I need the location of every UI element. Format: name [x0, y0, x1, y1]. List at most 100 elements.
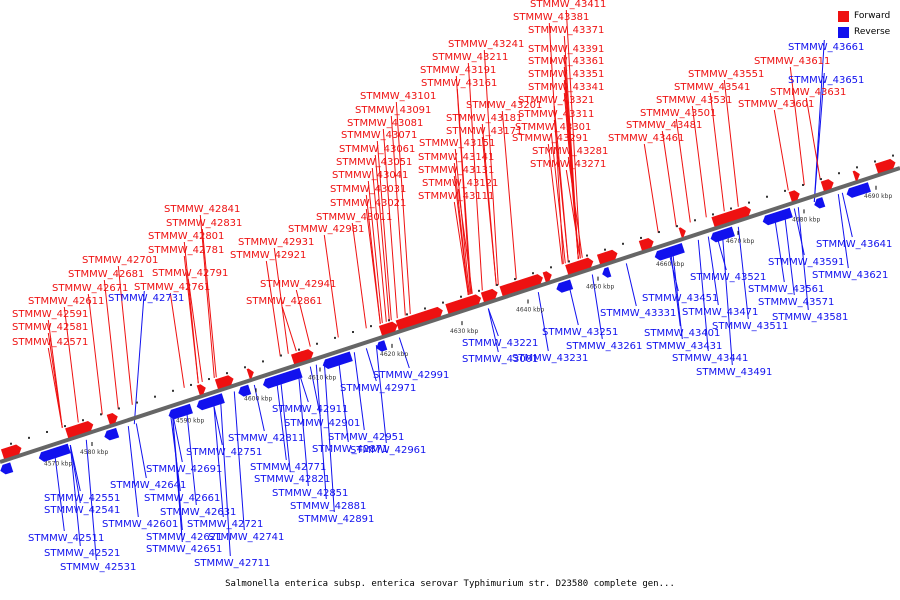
reverse-gene-label: STMMW_42601	[102, 519, 178, 530]
forward-label-line	[481, 123, 497, 286]
reverse-gene-label: STMMW_42621	[146, 532, 222, 543]
forward-gene-label: STMMW_42841	[164, 204, 240, 215]
forward-gene-label: STMMW_43351	[528, 69, 604, 80]
forward-feature	[445, 294, 482, 314]
tick-dot	[514, 278, 516, 281]
forward-gene-label: STMMW_43321	[518, 95, 594, 106]
reverse-gene-label: STMMW_43521	[690, 272, 766, 283]
reverse-label-line	[69, 444, 81, 492]
forward-feature	[638, 237, 654, 251]
forward-gene-label: STMMW_43021	[330, 198, 406, 209]
forward-label-line	[805, 97, 821, 181]
reverse-gene-label: STMMW_42911	[272, 404, 348, 415]
tick-label: 4640 kbp	[516, 307, 544, 314]
reverse-label-line	[841, 192, 853, 238]
forward-label-line	[281, 306, 297, 352]
forward-gene-label: STMMW_43121	[422, 178, 498, 189]
forward-gene-label: STMMW_43391	[528, 44, 604, 55]
reverse-label-line	[797, 207, 809, 311]
forward-label-line	[382, 128, 398, 319]
forward-label-line	[643, 143, 659, 234]
forward-gene-label: STMMW_42801	[148, 231, 224, 242]
reverse-gene-label: STMMW_42691	[146, 464, 222, 475]
tick-label: 4660 kbp	[656, 261, 684, 268]
forward-label-line	[187, 278, 203, 382]
reverse-gene-label: STMMW_42751	[186, 447, 262, 458]
reverse-gene-label: STMMW_42631	[160, 507, 236, 518]
legend-label-forward: Forward	[854, 11, 891, 21]
tick-label: 4650 kbp	[586, 284, 614, 291]
reverse-gene-label: STMMW_42551	[44, 493, 120, 504]
reverse-label-line	[135, 423, 147, 479]
forward-gene-label: STMMW_43541	[674, 82, 750, 93]
forward-gene-label: STMMW_43611	[754, 56, 830, 67]
forward-gene-label: STMMW_43051	[336, 157, 412, 168]
forward-gene-label: STMMW_42861	[246, 296, 322, 307]
tick-label: 4610 kbp	[308, 374, 336, 381]
reverse-gene-label: STMMW_43581	[772, 312, 848, 323]
forward-feature	[874, 158, 896, 174]
forward-gene-label: STMMW_43531	[656, 95, 732, 106]
forward-label-line	[565, 9, 581, 259]
tick-dot	[442, 301, 444, 304]
reverse-label-line	[69, 444, 81, 547]
reverse-label-line	[315, 364, 327, 500]
reverse-label-line	[337, 357, 349, 443]
reverse-label-line	[233, 391, 245, 531]
tick-label: 4680 kbp	[792, 216, 820, 223]
tick-dot	[280, 354, 282, 357]
reverse-gene-label: STMMW_42721	[187, 519, 263, 530]
forward-gene-label: STMMW_43171	[446, 126, 522, 137]
forward-label-line	[691, 105, 707, 218]
forward-label-line	[565, 169, 581, 259]
forward-label-line	[295, 289, 311, 347]
reverse-label-line	[671, 248, 683, 340]
reverse-gene-label: STMMW_43641	[816, 239, 892, 250]
forward-gene-label: STMMW_43131	[418, 165, 494, 176]
forward-gene-label: STMMW_43361	[528, 56, 604, 67]
forward-gene-label: STMMW_43551	[688, 69, 764, 80]
forward-gene-label: STMMW_43341	[528, 82, 604, 93]
reverse-gene-label: STMMW_42891	[298, 514, 374, 525]
reverse-gene-label: STMMW_42741	[208, 532, 284, 543]
tick-dot	[784, 189, 786, 192]
reverse-gene-label: STMMW_42541	[44, 505, 120, 516]
forward-feature	[711, 206, 752, 227]
forward-label-line	[374, 154, 390, 321]
reverse-gene-label: STMMW_42771	[250, 462, 326, 473]
reverse-label-line	[53, 450, 65, 532]
reverse-gene-label: STMMW_42511	[28, 533, 104, 544]
forward-label-line	[789, 66, 805, 186]
forward-feature	[499, 274, 543, 297]
tick-dot	[190, 383, 192, 386]
forward-gene-label: STMMW_42931	[238, 237, 314, 248]
reverse-gene-label: STMMW_42821	[254, 474, 330, 485]
reverse-gene-label: STMMW_43621	[812, 270, 888, 281]
forward-label-line	[395, 101, 411, 314]
forward-gene-label: STMMW_43061	[339, 144, 415, 155]
reverse-features	[0, 182, 871, 475]
forward-label-line	[453, 162, 469, 296]
reverse-feature	[238, 384, 252, 397]
reverse-label-line	[365, 348, 377, 382]
reverse-gene-label: STMMW_42641	[110, 480, 186, 491]
forward-gene-label: STMMW_43101	[360, 91, 436, 102]
forward-feature	[106, 413, 118, 425]
tick-dot	[118, 407, 120, 410]
forward-gene-label: STMMW_42831	[166, 218, 242, 229]
tick-dot	[226, 372, 228, 375]
tick-dot	[244, 366, 246, 369]
forward-gene-label: STMMW_43041	[332, 170, 408, 181]
reverse-label-line	[625, 263, 637, 307]
forward-label-line	[87, 293, 103, 415]
tick-dot	[838, 172, 840, 175]
forward-gene-label: STMMW_43011	[316, 212, 392, 223]
tick-label: 4590 kbp	[176, 418, 204, 425]
reverse-gene-label: STMMW_42951	[328, 432, 404, 443]
forward-gene-label: STMMW_43091	[355, 105, 431, 116]
forward-label-line	[467, 62, 483, 291]
reverse-label-line	[793, 208, 805, 256]
reverse-gene-label: STMMW_43401	[644, 328, 720, 339]
reverse-gene-label: STMMW_42521	[44, 548, 120, 559]
forward-label-lines	[47, 9, 821, 428]
